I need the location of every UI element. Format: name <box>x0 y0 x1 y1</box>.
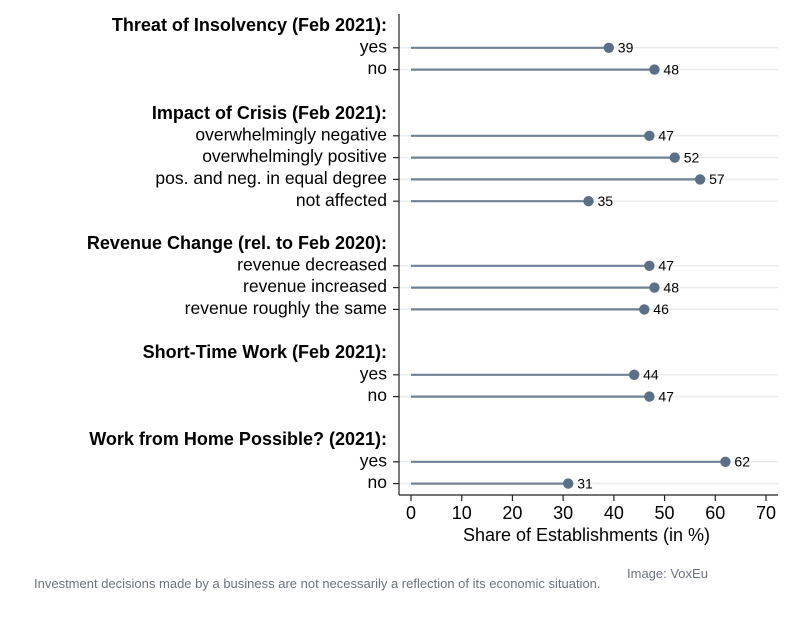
dot-chart: Threat of Insolvency (Feb 2021): Impact o… <box>87 14 778 545</box>
data-label: 47 <box>658 388 674 404</box>
data-label: 47 <box>658 128 674 144</box>
dot-marker <box>628 369 640 380</box>
x-tick-label: 10 <box>452 503 472 523</box>
dot-marker <box>639 304 650 315</box>
x-tick-label: 70 <box>756 503 776 523</box>
x-axis-title: Share of Establishments (in %) <box>463 525 710 545</box>
x-tick-label: 30 <box>553 503 573 523</box>
data-label: 47 <box>658 258 674 274</box>
dot-marker <box>644 260 655 271</box>
data-label: 46 <box>653 301 669 317</box>
category-label: revenue decreased <box>237 254 387 274</box>
dot-marker <box>720 456 731 467</box>
category-label: yes <box>360 363 387 383</box>
data-label: 31 <box>577 475 593 491</box>
category-label: yes <box>360 36 387 56</box>
group-title: Work from Home Possible? (2021): <box>89 429 387 449</box>
data-label: 62 <box>734 454 750 470</box>
data-label: 57 <box>709 171 725 187</box>
category-label: revenue increased <box>243 276 387 296</box>
group-title: Threat of Insolvency (Feb 2021): <box>112 15 387 35</box>
group-title: Short-Time Work (Feb 2021): <box>143 342 387 362</box>
category-label: not affected <box>296 190 387 210</box>
category-label: no <box>368 58 387 78</box>
data-label: 35 <box>598 193 614 209</box>
group-title: Impact of Crisis (Feb 2021): <box>152 103 387 123</box>
group-title: Revenue Change (rel. to Feb 2020): <box>87 233 387 253</box>
data-label: 48 <box>663 279 679 295</box>
dot-marker <box>603 42 614 53</box>
category-label: revenue roughly the same <box>185 298 387 318</box>
image-caption: Investment decisions made by a business … <box>34 576 601 591</box>
dot-marker <box>563 478 574 489</box>
category-label: no <box>368 385 387 405</box>
dot-marker <box>644 391 655 402</box>
dot-marker <box>649 282 660 293</box>
x-tick-label: 50 <box>655 503 675 523</box>
dot-marker <box>669 152 680 163</box>
category-label: pos. and neg. in equal degree <box>155 168 387 188</box>
x-tick-label: 40 <box>604 503 624 523</box>
category-label: no <box>368 472 387 492</box>
dot-marker <box>583 196 594 207</box>
dot-marker <box>649 64 660 75</box>
x-tick-label: 20 <box>502 503 522 523</box>
category-label: yes <box>360 450 387 470</box>
data-label: 39 <box>618 40 634 56</box>
data-label: 48 <box>663 61 679 77</box>
dot-marker <box>694 174 706 185</box>
x-tick-label: 60 <box>705 503 725 523</box>
image-credit: Image: VoxEu <box>627 566 708 581</box>
x-tick-label: 0 <box>406 503 416 523</box>
category-label: overwhelmingly negative <box>195 124 387 144</box>
data-label: 52 <box>684 149 700 165</box>
data-label: 44 <box>643 367 659 383</box>
category-label: overwhelmingly positive <box>202 146 387 166</box>
dot-marker <box>644 130 655 141</box>
